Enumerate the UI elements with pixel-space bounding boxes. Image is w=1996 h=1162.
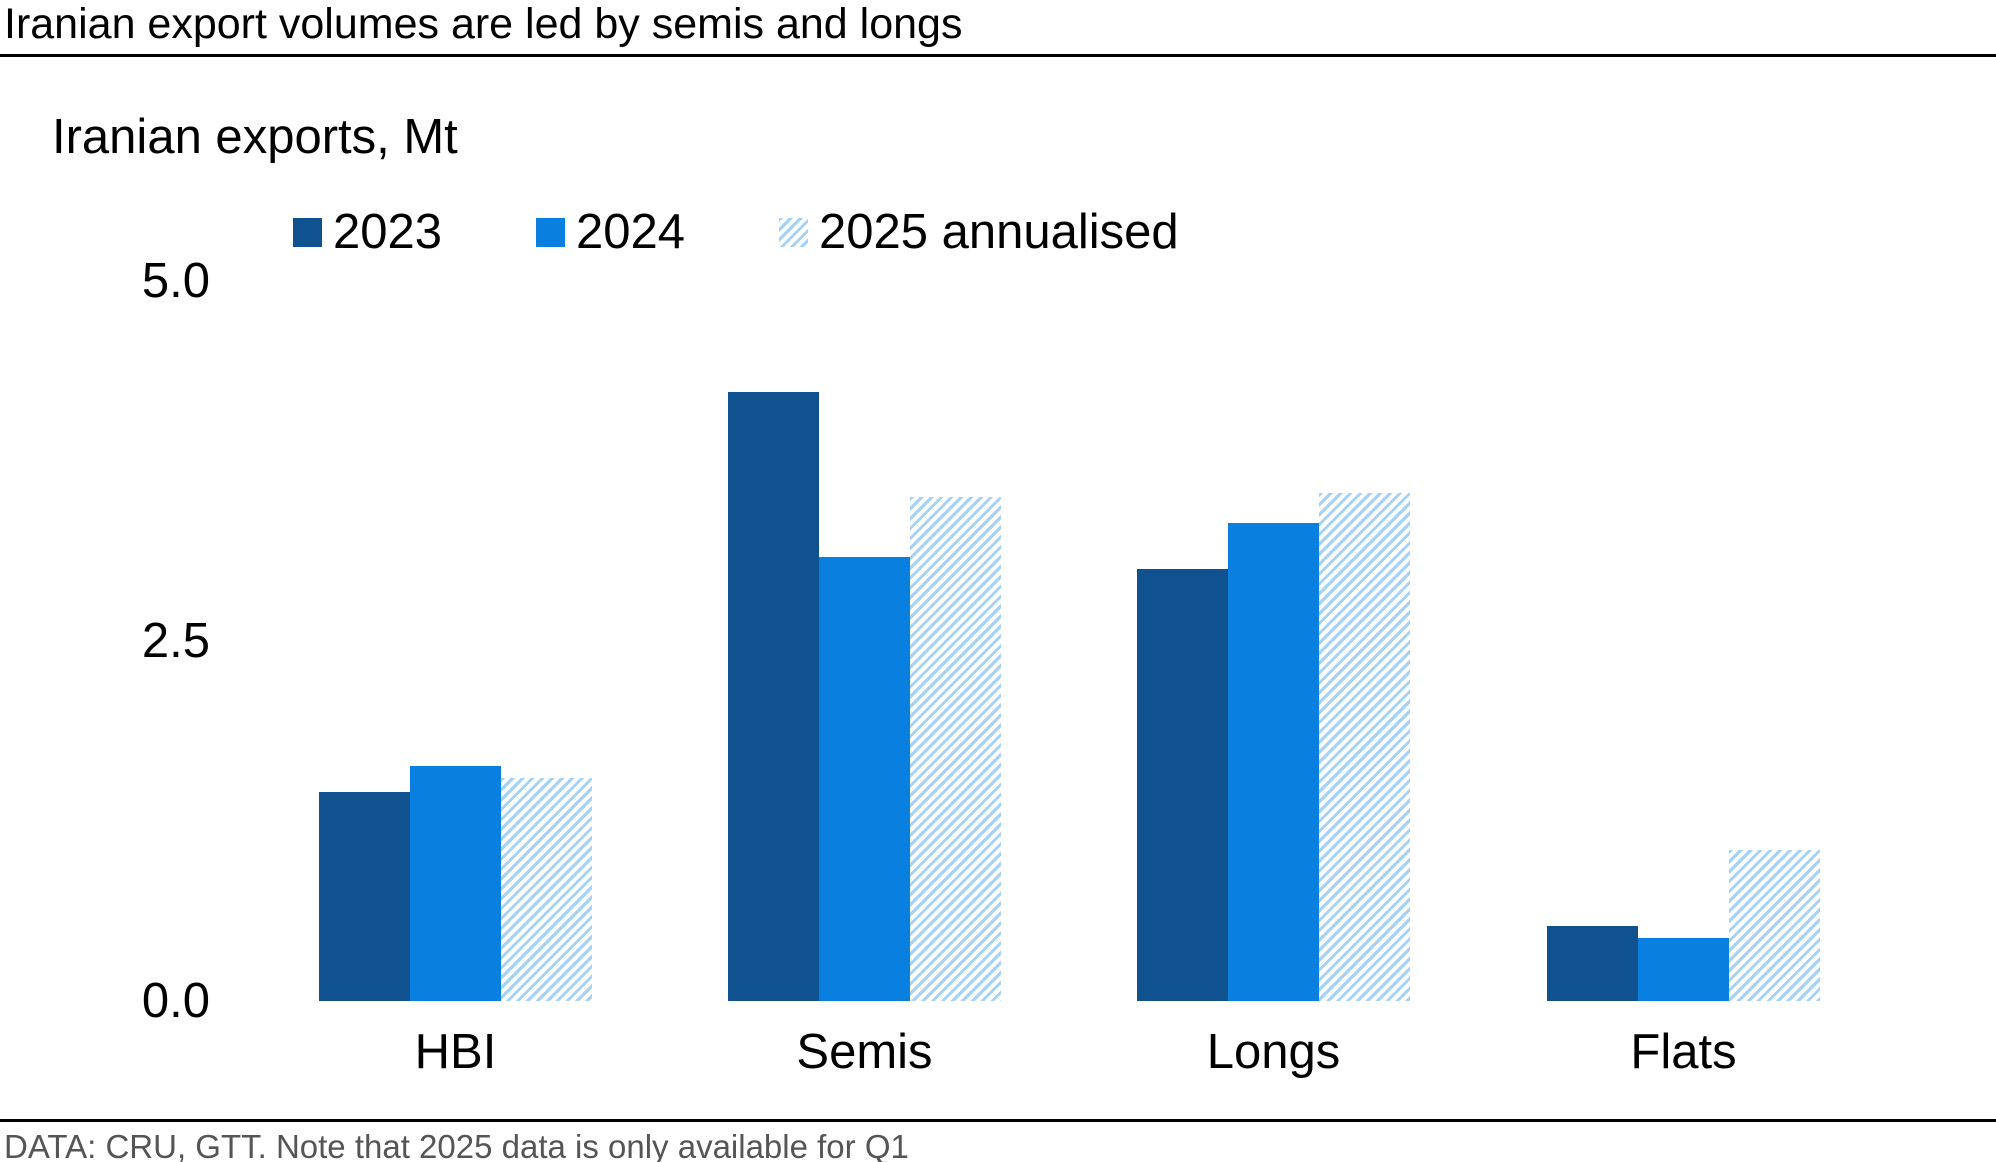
legend-swatch-2025-annualised bbox=[779, 217, 809, 247]
legend-item-2023: 2023 bbox=[293, 206, 442, 258]
legend-label-2024: 2024 bbox=[576, 205, 686, 259]
x-axis-label-semis: Semis bbox=[796, 1025, 933, 1079]
legend-swatch-2024 bbox=[536, 217, 566, 247]
bar-2024-semis bbox=[819, 557, 910, 1001]
bar-2025-annualised-flats bbox=[1729, 849, 1820, 1001]
x-axis-label-flats: Flats bbox=[1630, 1025, 1737, 1079]
footer-divider bbox=[0, 1119, 1996, 1122]
legend-item-2024: 2024 bbox=[536, 206, 685, 258]
legend: 2023 2024 2025 annualised bbox=[293, 206, 1179, 258]
bar-2025-annualised-hbi bbox=[501, 777, 592, 1001]
bar-2023-flats bbox=[1547, 926, 1638, 1001]
legend-swatch-2023 bbox=[293, 217, 322, 247]
chart-subtitle: Iranian exports, Mt bbox=[52, 110, 458, 164]
y-axis-label-0.0: 0.0 bbox=[141, 974, 210, 1028]
bar-2024-longs bbox=[1228, 522, 1319, 1001]
bar-2023-hbi bbox=[319, 792, 410, 1001]
bar-2023-semis bbox=[728, 391, 819, 1001]
bar-2025-annualised-semis bbox=[910, 497, 1001, 1001]
x-axis-label-longs: Longs bbox=[1206, 1025, 1341, 1079]
legend-label-2025-annualised: 2025 annualised bbox=[819, 205, 1179, 259]
title-divider bbox=[0, 54, 1996, 57]
legend-item-2025-annualised: 2025 annualised bbox=[779, 206, 1179, 258]
bar-2024-hbi bbox=[410, 766, 501, 1001]
chart-title: Iranian export volumes are led by semis … bbox=[4, 0, 963, 48]
bar-2024-flats bbox=[1638, 937, 1729, 1001]
x-axis-label-hbi: HBI bbox=[414, 1025, 497, 1079]
bar-2023-longs bbox=[1137, 569, 1228, 1001]
legend-label-2023: 2023 bbox=[333, 205, 443, 259]
bar-2025-annualised-longs bbox=[1319, 492, 1410, 1001]
footer-note: DATA: CRU, GTT. Note that 2025 data is o… bbox=[4, 1128, 909, 1162]
y-axis-label-5.0: 5.0 bbox=[141, 254, 210, 308]
y-axis-label-2.5: 2.5 bbox=[141, 614, 210, 668]
